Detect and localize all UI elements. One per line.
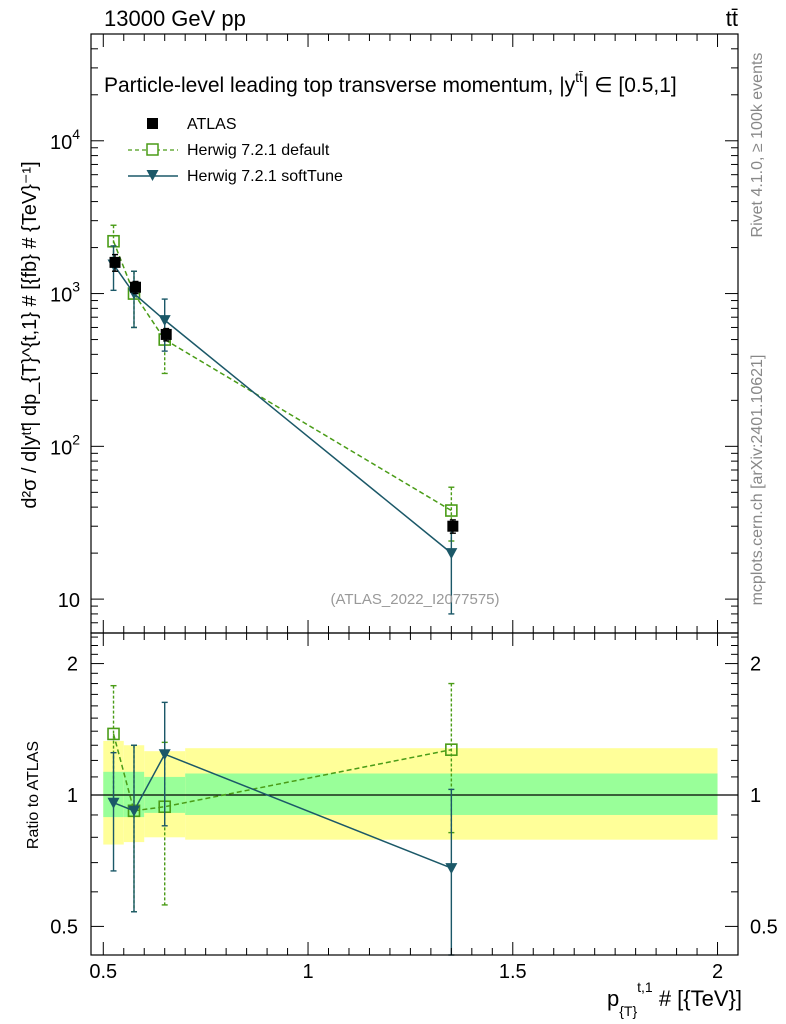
ratio-series <box>107 682 458 956</box>
main-y-tick-label-exp: 3 <box>72 279 80 295</box>
analysis-watermark: (ATLAS_2022_I2077575) <box>330 591 499 608</box>
mcplots-label: mcplots.cern.ch [arXiv:2401.10621] <box>749 355 766 606</box>
main-y-tick-label: 103 <box>50 279 80 307</box>
x-axis-label-tail: # [{TeV}] <box>653 986 742 1011</box>
chart-title-sup: tt̄ <box>575 69 583 85</box>
main-series <box>107 224 459 615</box>
main-y-tick-label: 10 <box>58 590 80 612</box>
process-label: tt̄ <box>726 6 738 31</box>
legend-atlas-marker <box>147 118 158 129</box>
chart-title: Particle-level leading top transverse mo… <box>104 69 677 97</box>
main-y-tick-label-exp: 2 <box>72 431 80 447</box>
main-point-herwig-7-2-1-default <box>445 504 458 517</box>
ratio-line-herwig-7-2-1-softtune <box>113 753 452 869</box>
x-tick-label: 1 <box>302 961 313 983</box>
x-axis-label-main: p <box>607 986 619 1011</box>
main-y-tick-label-base: 10 <box>58 590 80 612</box>
ratio-y-tick-label-left: 0.5 <box>50 916 78 938</box>
main-y-axis-label: d²σ / d|yᵗᵗ̄| dp_{T}^{t,1} # [{fb} # {Te… <box>19 161 41 508</box>
ratio-point-herwig-7-2-1-default <box>445 743 458 756</box>
legend-softtune-marker <box>146 170 159 181</box>
ratio-panel-frame <box>90 632 739 956</box>
main-point-atlas <box>160 328 172 340</box>
chart-title-tail: | ∈ [0.5,1] <box>583 74 677 97</box>
main-point-atlas <box>109 256 121 268</box>
rivet-version-label: Rivet 4.1.0, ≥ 100k events <box>749 53 766 238</box>
ratio-uncertainty-bands <box>91 740 738 845</box>
ratio-point-herwig-7-2-1-softtune <box>158 749 171 761</box>
ratio-y-tick-label-right: 0.5 <box>750 916 778 938</box>
main-point-atlas <box>129 281 141 293</box>
ratio-point-herwig-7-2-1-softtune <box>445 863 458 875</box>
ratio-y-tick-label-right: 1 <box>750 785 761 807</box>
main-y-tick-label-base: 10 <box>50 285 72 307</box>
main-point-atlas <box>447 520 459 532</box>
x-axis-label-sub: {T} <box>619 1003 637 1019</box>
x-axis-label: p{T}t,1 # [{TeV}] <box>607 979 742 1019</box>
ratio-y-tick-label-left: 1 <box>67 785 78 807</box>
main-y-tick-label: 102 <box>50 431 80 459</box>
ratio-point-herwig-7-2-1-softtune <box>107 797 120 809</box>
main-y-tick-label-base: 10 <box>50 132 72 154</box>
ratio-point-herwig-7-2-1-default <box>107 727 120 741</box>
main-line-herwig-7-2-1-default <box>112 240 452 512</box>
x-axis-label-sup: t,1 <box>637 979 653 995</box>
legend-default-label: Herwig 7.2.1 default <box>187 142 330 159</box>
legend-softtune-label: Herwig 7.2.1 softTune <box>187 168 343 185</box>
legend: ATLAS Herwig 7.2.1 default Herwig 7.2.1 … <box>128 116 343 185</box>
main-y-tick-label-base: 10 <box>50 437 72 459</box>
energy-label: 13000 GeV pp <box>104 6 246 31</box>
chart-title-main: Particle-level leading top transverse mo… <box>104 74 576 97</box>
x-tick-label: 0.5 <box>89 961 117 983</box>
ratio-y-axis-label: Ratio to ATLAS <box>25 741 42 849</box>
main-y-tick-label-exp: 4 <box>72 126 80 142</box>
ratio-line-herwig-7-2-1-default <box>112 733 452 812</box>
legend-atlas-label: ATLAS <box>187 116 237 133</box>
ratio-axes: 0.5 0.5 1 1 2 2 0.5 1 1.5 2 <box>50 632 778 983</box>
main-point-herwig-7-2-1-softtune <box>445 548 458 560</box>
ratio-y-tick-label-right: 2 <box>750 654 761 676</box>
main-point-herwig-7-2-1-softtune <box>158 315 171 327</box>
ratio-point-herwig-7-2-1-softtune <box>127 805 140 817</box>
x-tick-label: 2 <box>712 961 723 983</box>
ratio-y-tick-label-left: 2 <box>67 654 78 676</box>
legend-default-marker <box>146 143 159 156</box>
x-tick-label: 1.5 <box>499 961 527 983</box>
main-line-herwig-7-2-1-softtune <box>112 264 452 554</box>
main-y-tick-label: 104 <box>50 126 80 154</box>
